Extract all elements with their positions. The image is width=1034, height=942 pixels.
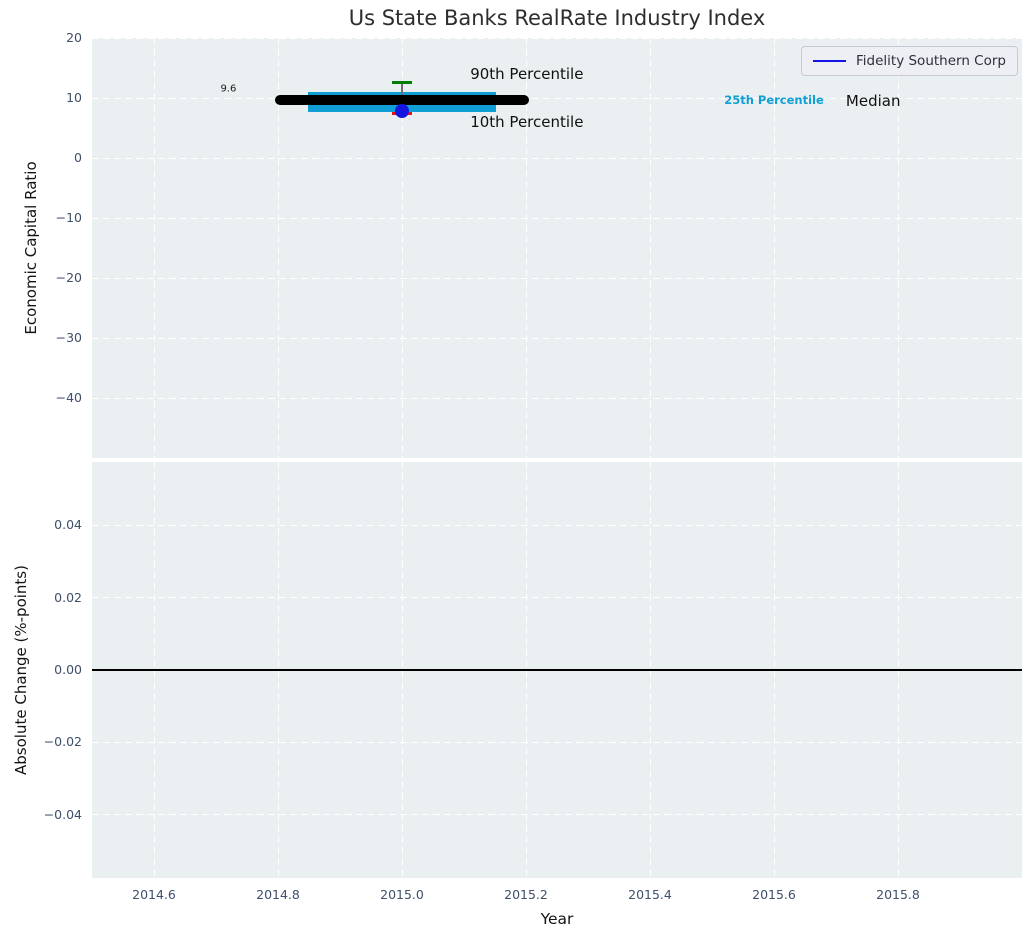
gridline: [92, 217, 1022, 219]
annotation-9-6: 9.6: [220, 83, 237, 95]
gridline: [92, 157, 1022, 159]
legend-label: Fidelity Southern Corp: [856, 53, 1006, 69]
gridline: [525, 38, 527, 458]
gridline: [92, 97, 1022, 99]
gridline: [773, 38, 775, 458]
gridline: [92, 741, 1022, 743]
p90-cap: [392, 80, 412, 84]
x-tick-label: 2015.4: [628, 887, 672, 902]
gridline: [92, 337, 1022, 339]
gridline: [92, 37, 1022, 39]
legend: Fidelity Southern Corp: [801, 46, 1018, 76]
top-plot-area: [92, 38, 1022, 458]
x-tick-label: 2015.0: [380, 887, 424, 902]
y-tick-label: −0.04: [43, 806, 82, 822]
annotation-90th-percentile: 90th Percentile: [470, 65, 584, 83]
gridline: [649, 38, 651, 458]
y-tick-label: 0.04: [54, 517, 82, 533]
x-tick-label: 2014.8: [256, 887, 300, 902]
company-dot: [395, 103, 409, 118]
x-axis-label: Year: [540, 910, 574, 928]
x-tick-label: 2014.6: [132, 887, 176, 902]
y-tick-label: 10: [66, 90, 82, 105]
y-axis-label-top: Economic Capital Ratio: [22, 161, 40, 335]
gridline: [277, 38, 279, 458]
y-tick-label: −40: [55, 390, 82, 405]
gridline: [92, 397, 1022, 399]
y-tick-label: −20: [55, 270, 82, 285]
x-tick-label: 2015.6: [752, 887, 796, 902]
y-tick-label: −0.02: [43, 734, 82, 750]
gridline: [153, 38, 155, 458]
y-tick-label: 0: [74, 150, 82, 165]
legend-line-sample: [813, 59, 846, 63]
annotation-median: Median: [845, 92, 901, 110]
gridline: [92, 277, 1022, 279]
gridline: [92, 597, 1022, 599]
gridline: [897, 38, 899, 458]
annotation-10th-percentile: 10th Percentile: [470, 113, 584, 131]
y-tick-label: 0.00: [54, 662, 82, 677]
y-tick-label: 20: [66, 30, 82, 45]
gridline: [401, 38, 403, 458]
gridline: [92, 524, 1022, 526]
y-tick-label: 0.02: [54, 589, 82, 605]
x-tick-label: 2015.2: [504, 887, 548, 902]
zero-line: [92, 669, 1022, 671]
x-tick-label: 2015.8: [876, 887, 920, 902]
median-line: [274, 95, 530, 106]
gridline: [92, 814, 1022, 816]
chart-title: Us State Banks RealRate Industry Index: [348, 6, 766, 30]
y-tick-label: −30: [55, 330, 82, 345]
y-tick-label: −10: [55, 210, 82, 225]
annotation-25th-percentile: 25th Percentile: [724, 93, 824, 108]
